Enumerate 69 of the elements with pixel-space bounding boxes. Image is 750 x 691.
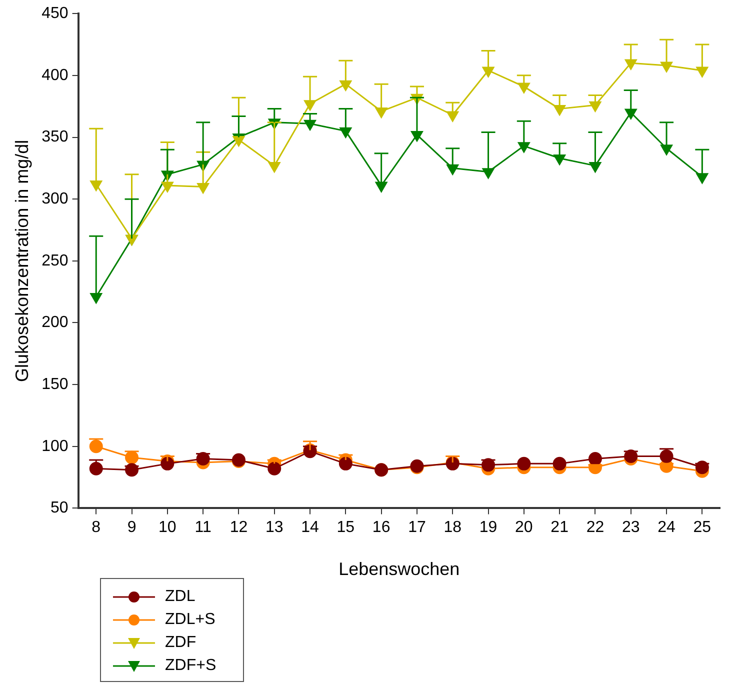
point bbox=[660, 144, 672, 156]
point bbox=[160, 456, 174, 470]
point bbox=[588, 452, 602, 466]
point bbox=[589, 101, 602, 112]
point bbox=[161, 182, 174, 192]
x-tick-label: 24 bbox=[658, 519, 676, 536]
point bbox=[340, 127, 352, 138]
x-tick-label: 10 bbox=[158, 519, 176, 536]
x-tick-label: 11 bbox=[194, 519, 212, 536]
y-tick-label: 300 bbox=[42, 190, 68, 208]
y-tick-label: 150 bbox=[42, 376, 68, 393]
x-tick-label: 20 bbox=[515, 519, 533, 536]
y-tick-label: 250 bbox=[42, 252, 68, 270]
point bbox=[482, 66, 494, 78]
point bbox=[696, 173, 708, 184]
point bbox=[517, 456, 531, 470]
point bbox=[518, 82, 530, 94]
legend-label: ZDF+S bbox=[165, 656, 216, 674]
point bbox=[304, 120, 316, 130]
point bbox=[624, 59, 637, 70]
x-tick-label: 14 bbox=[301, 519, 320, 536]
x-tick-label: 21 bbox=[550, 519, 569, 536]
x-tick-label: 9 bbox=[127, 519, 136, 536]
x-tick-label: 17 bbox=[408, 519, 426, 536]
y-tick-label: 200 bbox=[42, 314, 68, 332]
point bbox=[340, 80, 352, 91]
point bbox=[89, 462, 103, 476]
x-tick-label: 16 bbox=[372, 519, 390, 536]
x-tick-label: 13 bbox=[265, 519, 284, 536]
point bbox=[660, 62, 672, 72]
point bbox=[268, 162, 280, 172]
point bbox=[304, 100, 316, 111]
point bbox=[554, 154, 566, 166]
x-tick-label: 23 bbox=[622, 519, 640, 536]
x-tick-label: 8 bbox=[92, 519, 101, 536]
point bbox=[338, 456, 352, 470]
legend-label: ZDL bbox=[165, 588, 196, 606]
y-tick-label: 50 bbox=[50, 500, 68, 517]
point bbox=[554, 105, 566, 116]
point bbox=[446, 111, 459, 122]
y-tick-label: 400 bbox=[42, 66, 68, 84]
point bbox=[518, 142, 530, 153]
x-tick-label: 15 bbox=[336, 519, 355, 536]
point bbox=[375, 108, 388, 118]
point bbox=[375, 182, 388, 192]
x-tick-label: 25 bbox=[693, 519, 712, 536]
point bbox=[624, 108, 637, 120]
point bbox=[411, 131, 423, 142]
point bbox=[696, 66, 708, 78]
x-axis-title: Lebenswochen bbox=[338, 559, 460, 580]
legend-label: ZDL+S bbox=[165, 610, 216, 628]
point bbox=[589, 162, 602, 172]
point bbox=[482, 168, 494, 179]
y-tick-label: 350 bbox=[42, 128, 68, 146]
point bbox=[552, 456, 566, 470]
point bbox=[660, 450, 674, 464]
point bbox=[197, 182, 210, 194]
point bbox=[90, 180, 102, 191]
x-tick-label: 18 bbox=[444, 519, 462, 536]
x-tick-label: 12 bbox=[230, 519, 248, 536]
legend-label: ZDF bbox=[165, 634, 196, 652]
point bbox=[268, 462, 282, 476]
y-tick-label: 450 bbox=[42, 5, 68, 22]
y-tick-label: 100 bbox=[42, 438, 68, 455]
point bbox=[446, 164, 459, 175]
point bbox=[90, 293, 102, 304]
x-tick-label: 22 bbox=[586, 519, 604, 536]
x-tick-label: 19 bbox=[479, 519, 498, 536]
y-axis-title: Glukosekonzentration in mg/dl bbox=[12, 140, 32, 382]
